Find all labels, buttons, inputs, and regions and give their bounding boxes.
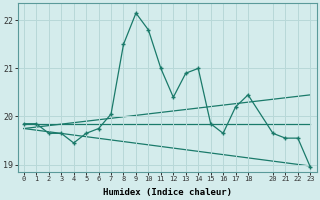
X-axis label: Humidex (Indice chaleur): Humidex (Indice chaleur)	[103, 188, 232, 197]
